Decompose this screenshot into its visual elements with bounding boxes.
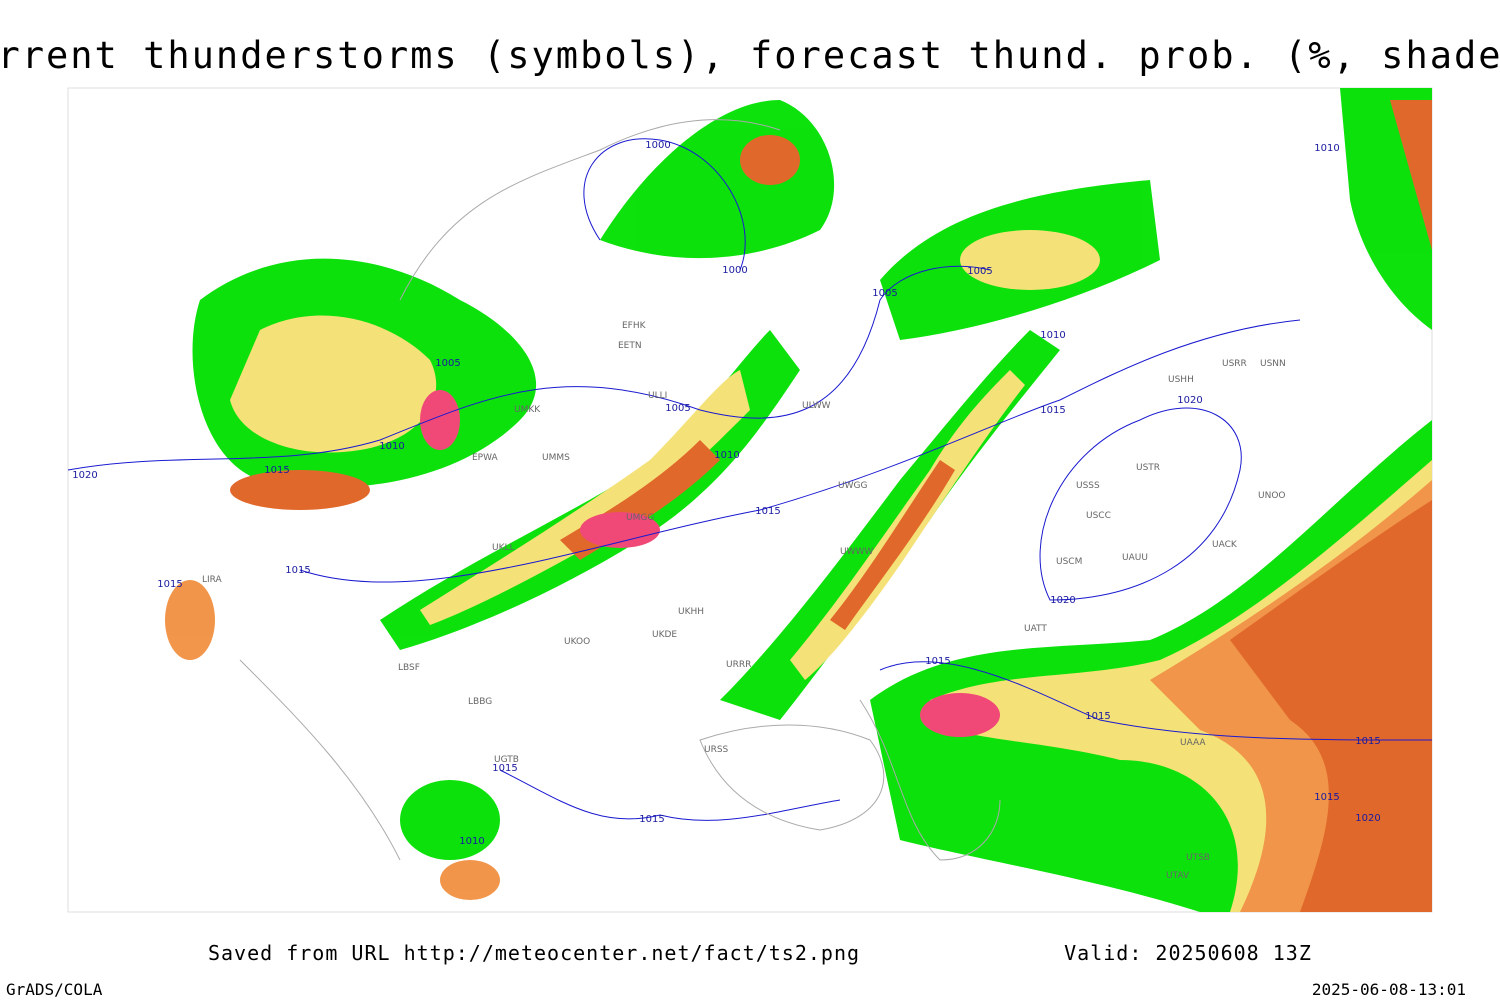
source-url: Saved from URL http://meteocenter.net/fa…: [208, 941, 860, 965]
isobar-label: 1020: [1355, 813, 1380, 824]
isobar-label: 1010: [1040, 330, 1065, 341]
isobar-label: 1015: [755, 506, 780, 517]
isobar-label: 1005: [435, 358, 460, 369]
station-label: UMKK: [514, 405, 541, 415]
map-title: Current thunderstorms (symbols), forecas…: [0, 34, 1500, 77]
station-label: UKDE: [652, 630, 677, 640]
isobar-label: 1000: [722, 265, 747, 276]
isobar-label: 1000: [645, 140, 670, 151]
station-label: USTR: [1136, 463, 1160, 473]
station-label: UTAV: [1166, 871, 1190, 881]
station-label: UAUU: [1122, 553, 1148, 563]
isobar-label: 1015: [639, 814, 664, 825]
software-credit: GrADS/COLA: [6, 980, 103, 999]
timestamp: 2025-06-08-13:01: [1312, 980, 1466, 999]
station-label: ULWW: [802, 401, 831, 411]
station-label: UGTB: [494, 755, 519, 765]
isobar-label: 1020: [1050, 595, 1075, 606]
isobar-label: 1015: [925, 656, 950, 667]
station-label: USNN: [1260, 359, 1286, 369]
station-label: UMMS: [542, 453, 570, 463]
station-label: UMGG: [626, 513, 654, 523]
station-label: UKOO: [564, 637, 590, 647]
isobar-label: 1020: [1177, 395, 1202, 406]
station-label: USHH: [1168, 375, 1194, 385]
isobar-label: 1015: [1040, 405, 1065, 416]
isobar-label: 1015: [1085, 711, 1110, 722]
station-label: EFHK: [622, 321, 647, 331]
isobar-label: 1015: [1314, 792, 1339, 803]
station-label: LIRA: [202, 575, 223, 585]
isobar-label: 1005: [665, 403, 690, 414]
station-label: URSS: [704, 745, 729, 755]
station-label: USRR: [1222, 359, 1247, 369]
isobar-label: 1010: [379, 441, 404, 452]
isobar-label: 1005: [967, 266, 992, 277]
station-label: UWGG: [838, 481, 867, 491]
probability-shading: [165, 88, 1432, 912]
isobars: [67, 138, 1433, 821]
map-area: [67, 87, 1433, 913]
isobar-label: 1010: [714, 450, 739, 461]
station-label: EETN: [618, 341, 642, 351]
station-label: UKHH: [678, 607, 704, 617]
station-label: UTSB: [1186, 853, 1210, 863]
station-label: LBBG: [468, 697, 492, 707]
coastlines: [239, 119, 1001, 861]
isobar-label: 1015: [157, 579, 182, 590]
station-label: UNOO: [1258, 491, 1286, 501]
station-label: EPWA: [472, 453, 499, 463]
isobar-label: 1015: [492, 763, 517, 774]
station-label: UACK: [1212, 540, 1238, 550]
station-label: USSS: [1076, 481, 1100, 491]
station-label: LBSF: [398, 663, 420, 673]
station-label: URRR: [726, 660, 751, 670]
station-label: USCM: [1056, 557, 1082, 567]
station-label: UAAA: [1180, 738, 1206, 748]
isobar-label: 1005: [872, 288, 897, 299]
isobar-label: 1015: [285, 565, 310, 576]
station-label: UKLL: [492, 543, 515, 553]
isobar-label: 1020: [72, 470, 97, 481]
station-label: UATT: [1024, 624, 1047, 634]
isobar-label: 1010: [1314, 143, 1339, 154]
valid-time: Valid: 20250608 13Z: [1064, 941, 1312, 965]
isobar-label: 1015: [264, 465, 289, 476]
isobar-label: 1010: [459, 836, 484, 847]
station-label: UWWW: [840, 547, 873, 557]
isobar-label: 1015: [1355, 736, 1380, 747]
station-label: ULLI: [648, 391, 667, 401]
station-label: USCC: [1086, 511, 1111, 521]
